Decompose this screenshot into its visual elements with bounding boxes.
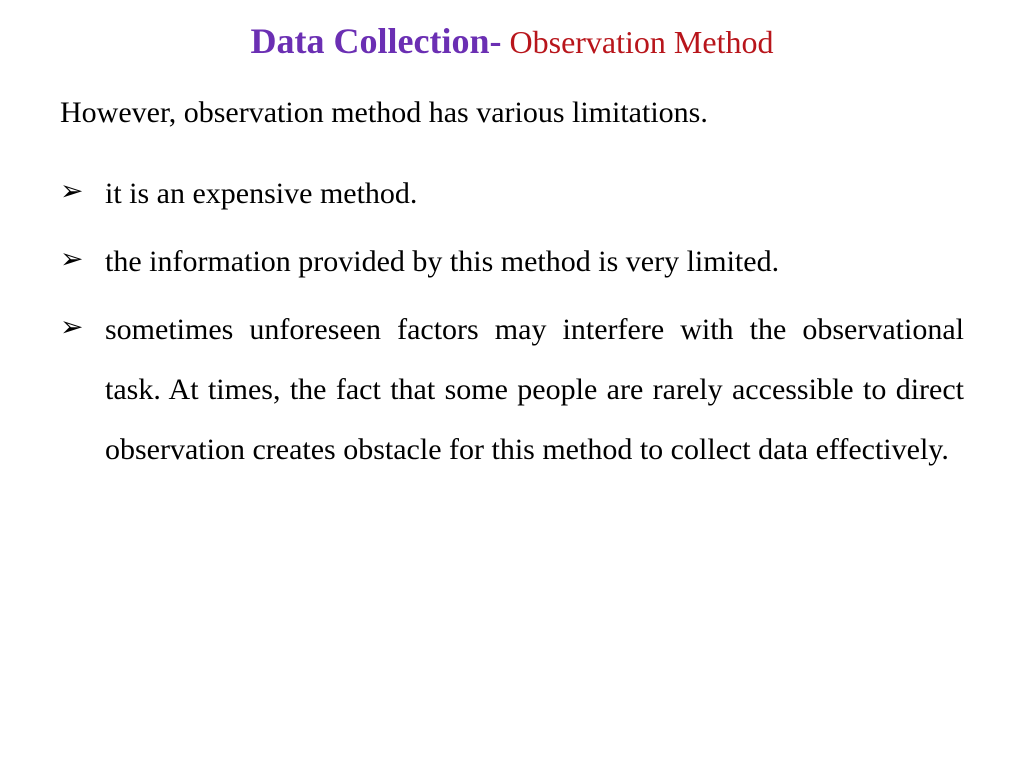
limitations-list: it is an expensive method. the informati…	[60, 164, 964, 480]
list-item: the information provided by this method …	[60, 232, 964, 292]
list-item: sometimes unforeseen factors may interfe…	[60, 300, 964, 480]
title-main-text: Data Collection-	[251, 21, 502, 61]
intro-paragraph: However, observation method has various …	[60, 92, 964, 134]
title-sub-text: Observation Method	[502, 24, 774, 60]
list-item: it is an expensive method.	[60, 164, 964, 224]
slide-title: Data Collection- Observation Method	[60, 20, 964, 62]
